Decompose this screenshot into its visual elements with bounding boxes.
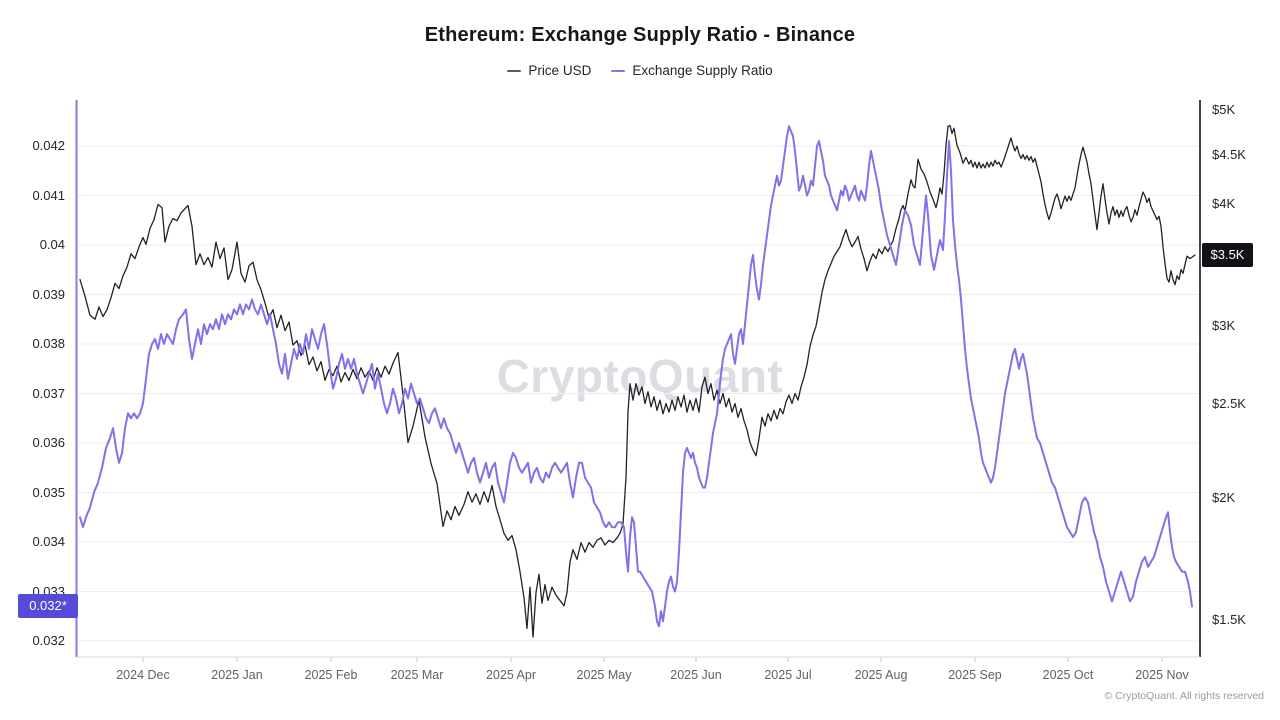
x-axis-month-label: 2025 Apr: [485, 668, 537, 682]
x-axis-month-label: 2025 Jun: [670, 668, 722, 682]
price-current-badge: $3.5K: [1202, 243, 1253, 268]
right-axis-tick-label: $3K: [1212, 318, 1236, 334]
x-axis-month-label: 2025 Feb: [304, 668, 358, 682]
left-axis-tick-label: 0.037: [32, 385, 65, 401]
left-axis-tick-label: 0.039: [32, 286, 65, 302]
left-axis-tick-label: 0.038: [32, 336, 65, 351]
x-axis-month-label: 2024 Dec: [116, 668, 170, 682]
right-axis-tick-label: $1.5K: [1212, 611, 1246, 627]
left-axis-tick-label: 0.032: [32, 633, 65, 648]
legend-label-exchange-supply-ratio: Exchange Supply Ratio: [632, 63, 773, 78]
x-axis-month-label: 2025 Oct: [1042, 668, 1094, 682]
price-series-dash-icon: [507, 69, 522, 72]
legend-label-price-usd: Price USD: [528, 63, 592, 78]
x-axis-month-label: 2025 Sep: [948, 668, 1002, 682]
legend: Price USD Exchange Supply Ratio: [0, 63, 1280, 78]
x-axis-month-label: 2025 Aug: [854, 668, 908, 682]
x-axis-month-label: 2025 Mar: [390, 668, 444, 682]
copyright-notice: © CryptoQuant. All rights reserved: [1104, 690, 1264, 702]
legend-item-exchange-supply-ratio[interactable]: Exchange Supply Ratio: [611, 63, 773, 78]
x-axis-month-label: 2025 Nov: [1135, 668, 1189, 682]
left-axis-tick-label: 0.034: [32, 534, 65, 549]
x-axis-month-label: 2025 Jul: [764, 668, 812, 682]
x-axis-month-label: 2025 May: [576, 668, 632, 682]
right-axis-tick-label: $4.5K: [1212, 146, 1246, 162]
right-axis-tick-label: $2K: [1212, 489, 1236, 505]
left-axis-tick-label: 0.041: [32, 187, 65, 203]
right-axis-tick-label: $5K: [1212, 102, 1236, 117]
ratio-current-badge: 0.032*: [18, 594, 78, 619]
legend-item-price-usd[interactable]: Price USD: [507, 63, 591, 78]
ratio-series-dash-icon: [611, 69, 626, 72]
right-axis-tick-label: $2.5K: [1212, 395, 1246, 411]
chart-title: Ethereum: Exchange Supply Ratio - Binanc…: [424, 24, 856, 46]
left-axis-tick-label: 0.035: [32, 484, 65, 500]
x-axis-month-label: 2025 Jan: [211, 668, 263, 682]
left-axis-tick-label: 0.036: [32, 435, 65, 450]
price-series-line: [79, 124, 1196, 638]
left-axis-tick-label: 0.042: [32, 138, 65, 153]
ratio-series-line: [79, 125, 1193, 628]
left-axis-tick-label: 0.04: [39, 237, 65, 252]
right-axis-tick-label: $4K: [1212, 196, 1236, 212]
